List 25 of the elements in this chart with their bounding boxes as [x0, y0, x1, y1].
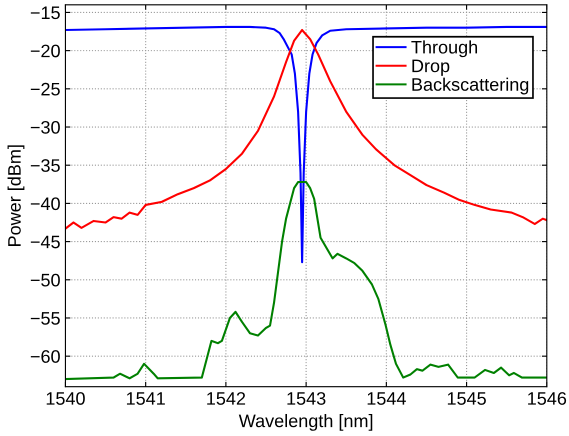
y-tick-label: −20: [30, 44, 60, 58]
legend-label: Drop: [412, 60, 450, 76]
x-tick-label: 1546: [528, 392, 566, 405]
x-tick-label: 1545: [448, 392, 486, 405]
legend-label: Backscattering: [412, 78, 528, 94]
legend-label: Through: [411, 40, 478, 58]
y-tick-label: −15: [30, 6, 60, 20]
x-tick-label: 1543: [287, 392, 326, 405]
x-axis-title: Wavelength [nm]: [238, 414, 372, 431]
y-tick-label: −40: [30, 197, 60, 210]
y-axis-title: Power [dBm]: [8, 145, 24, 246]
x-tick-label: 1542: [207, 392, 246, 405]
x-tick-label: 1540: [46, 392, 85, 405]
x-tick-label: 1544: [368, 392, 406, 405]
line-series: [65, 28, 547, 230]
y-tick-label: −25: [30, 82, 60, 96]
y-tick-label: −45: [30, 236, 60, 248]
line-series: [65, 180, 547, 380]
x-tick-label: 1541: [126, 392, 165, 405]
y-tick-label: −50: [30, 274, 60, 287]
y-tick-label: −60: [30, 350, 60, 363]
line-series: [65, 26, 547, 264]
y-tick-label: −35: [30, 159, 60, 172]
y-tick-label: −55: [30, 312, 60, 325]
y-tick-label: −30: [30, 120, 60, 134]
